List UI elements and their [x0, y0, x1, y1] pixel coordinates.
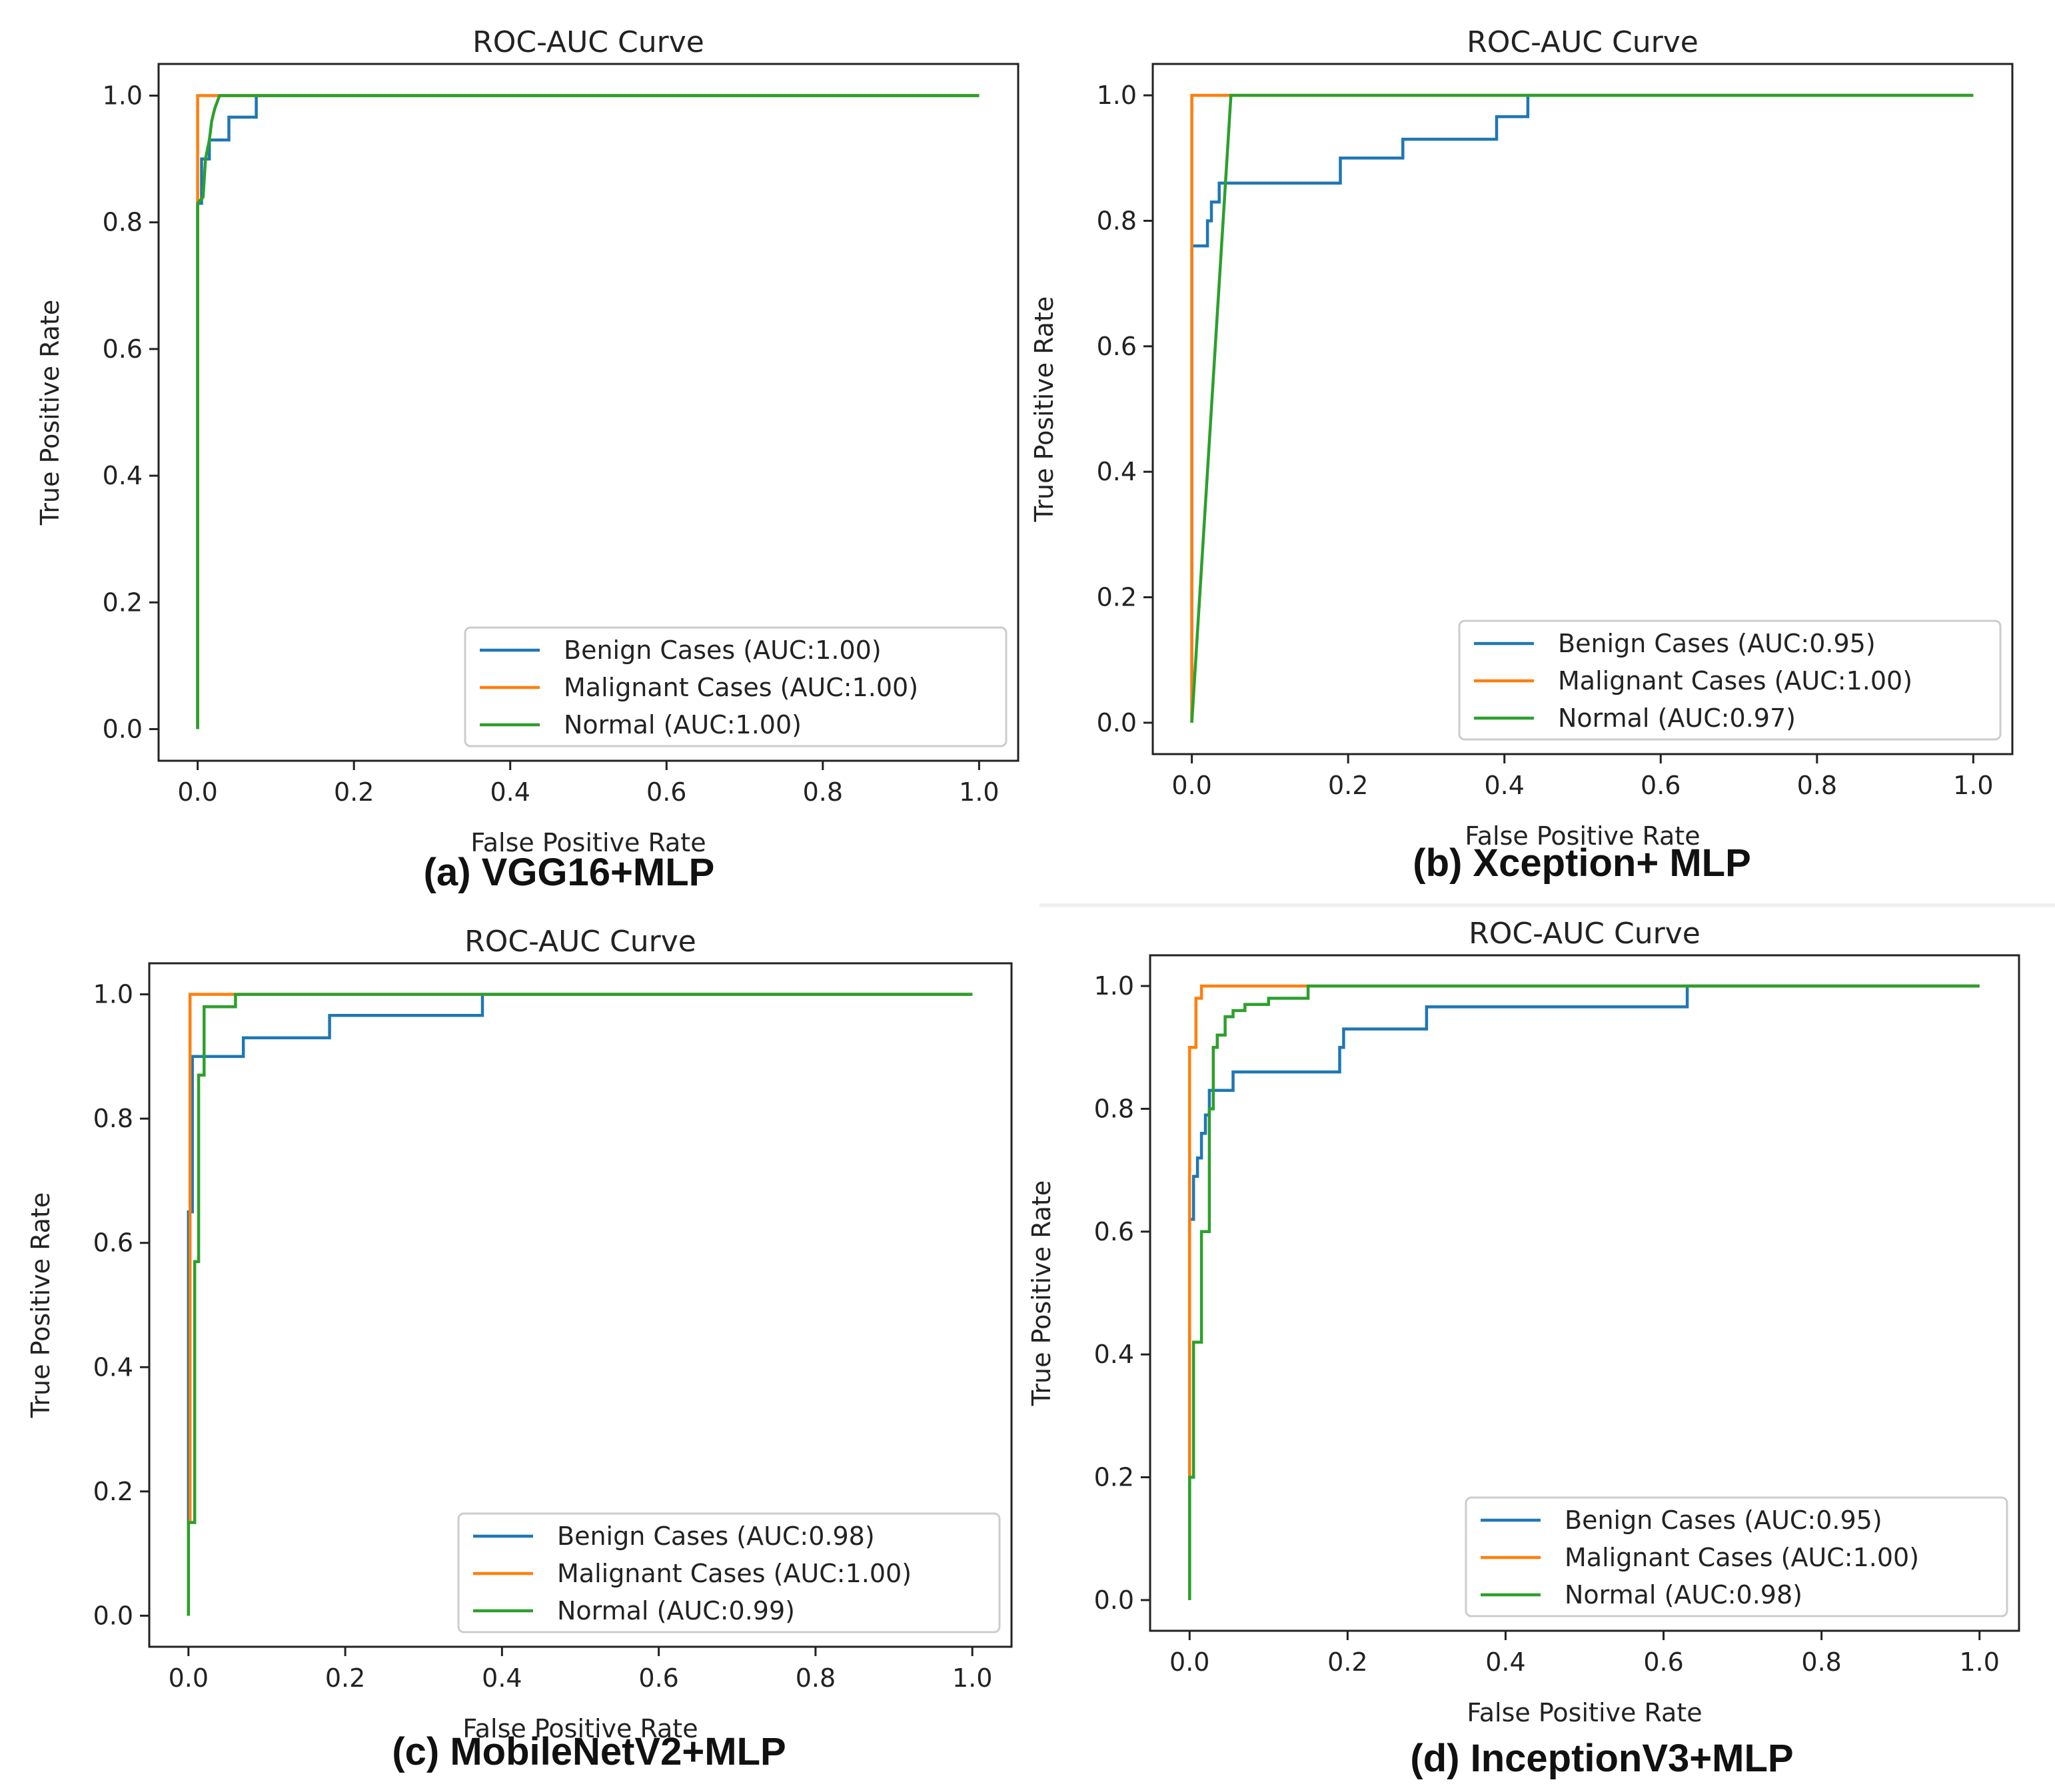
- plot-area: [148, 962, 1013, 1648]
- legend-entry-benign: Benign Cases (AUC:0.95): [1565, 1506, 1882, 1535]
- y-tick-label: 0.6: [103, 334, 143, 364]
- x-tick-label: 0.2: [1327, 1647, 1367, 1677]
- y-tick-label: 0.2: [1097, 583, 1137, 612]
- y-tick-label: 0.2: [103, 588, 143, 617]
- y-tick-label: 0.8: [103, 208, 143, 237]
- x-axis-label: False Positive Rate: [470, 828, 706, 857]
- x-tick-label: 0.6: [638, 1663, 678, 1693]
- x-axis-label: False Positive Rate: [1467, 1698, 1702, 1727]
- series-line-malignant: [1188, 984, 1980, 1600]
- caption-vgg16: (a) VGG16+MLP: [423, 851, 715, 894]
- x-axis-label: False Positive Rate: [1465, 821, 1700, 851]
- legend-box: [1458, 620, 2002, 741]
- caption-xception: (b) Xception+ MLP: [1413, 841, 1751, 885]
- y-tick-label: 0.6: [1097, 332, 1137, 361]
- legend-box: [457, 1512, 1001, 1633]
- y-tick-label: 1.0: [1094, 971, 1134, 1001]
- y-axis-label: True Positive Rate: [1027, 1180, 1056, 1407]
- chart-title: ROC-AUC Curve: [1467, 25, 1699, 59]
- legend-entry-benign: Benign Cases (AUC:0.98): [557, 1522, 875, 1551]
- y-tick-label: 0.0: [1094, 1585, 1134, 1615]
- x-tick-label: 0.0: [169, 1663, 209, 1693]
- x-tick-label: 0.6: [1641, 771, 1681, 800]
- x-tick-label: 0.8: [796, 1663, 836, 1693]
- y-tick-label: 0.4: [93, 1352, 133, 1382]
- y-tick-label: 0.2: [1094, 1463, 1134, 1492]
- caption-inceptionv3: (d) InceptionV3+MLP: [1410, 1737, 1794, 1780]
- x-tick-label: 1.0: [1960, 1647, 2000, 1677]
- series-line-benign: [1190, 93, 1974, 723]
- y-tick-label: 0.4: [1094, 1340, 1134, 1369]
- legend-entry-normal: Normal (AUC:0.98): [1565, 1580, 1802, 1609]
- series-line-normal: [196, 94, 980, 729]
- y-tick-label: 0.6: [1094, 1217, 1134, 1246]
- x-tick-label: 1.0: [952, 1663, 992, 1693]
- x-tick-label: 0.8: [1801, 1647, 1841, 1677]
- legend-entry-benign: Benign Cases (AUC:1.00): [564, 636, 882, 665]
- y-tick-label: 0.0: [1097, 708, 1137, 737]
- y-tick-label: 0.8: [1094, 1094, 1134, 1123]
- x-tick-label: 0.2: [325, 1663, 365, 1693]
- legend-entry-normal: Normal (AUC:0.97): [1558, 703, 1796, 733]
- x-tick-label: 0.4: [1485, 1647, 1525, 1677]
- legend-box: [464, 626, 1008, 747]
- y-axis-label: True Positive Rate: [35, 300, 65, 526]
- legend-entry-normal: Normal (AUC:1.00): [564, 710, 802, 739]
- y-tick-label: 1.0: [1097, 81, 1137, 110]
- series-line-normal: [1188, 984, 1980, 1600]
- series-line-benign: [1188, 984, 1980, 1600]
- x-tick-label: 0.6: [646, 777, 686, 807]
- series-line-normal: [187, 993, 973, 1616]
- plot-area: [1149, 954, 2020, 1632]
- y-tick-label: 1.0: [103, 81, 143, 111]
- x-tick-label: 0.0: [1169, 1647, 1209, 1677]
- plot-area: [1151, 63, 2014, 755]
- x-axis-label: False Positive Rate: [462, 1714, 698, 1743]
- caption-mobilenetv2: (c) MobileNetV2+MLP: [392, 1730, 786, 1773]
- y-tick-label: 0.4: [1097, 457, 1137, 486]
- y-tick-label: 0.0: [103, 714, 143, 743]
- y-axis-label: True Positive Rate: [1029, 296, 1059, 523]
- x-tick-label: 1.0: [1953, 771, 1993, 800]
- legend-entry-malignant: Malignant Cases (AUC:1.00): [564, 673, 918, 702]
- y-tick-label: 1.0: [93, 980, 133, 1009]
- x-tick-label: 0.2: [334, 777, 374, 807]
- chart-title: ROC-AUC Curve: [464, 925, 696, 959]
- x-tick-label: 0.4: [490, 777, 530, 807]
- roc-chart-inceptionv3: ROC-AUC Curve False Positive Rate True P…: [1027, 917, 2020, 1727]
- y-axis-label: True Positive Rate: [26, 1192, 55, 1419]
- plot-area: [157, 63, 1020, 762]
- y-tick-label: 0.4: [103, 461, 143, 490]
- y-tick-label: 0.8: [1097, 206, 1137, 235]
- x-tick-label: 0.0: [1171, 771, 1211, 800]
- x-tick-label: 0.8: [1797, 771, 1837, 800]
- chart-title: ROC-AUC Curve: [1469, 917, 1701, 951]
- x-tick-label: 0.0: [177, 777, 217, 807]
- legend-box: [1465, 1496, 2008, 1617]
- chart-title: ROC-AUC Curve: [472, 25, 704, 59]
- x-tick-label: 0.8: [803, 777, 843, 807]
- roc-chart-vgg16: ROC-AUC Curve False Positive Rate True P…: [35, 25, 1020, 857]
- x-tick-label: 0.6: [1643, 1647, 1683, 1677]
- y-tick-label: 0.6: [93, 1228, 133, 1258]
- y-tick-label: 0.8: [93, 1104, 133, 1133]
- legend-entry-benign: Benign Cases (AUC:0.95): [1558, 629, 1876, 658]
- legend-entry-malignant: Malignant Cases (AUC:1.00): [1565, 1543, 1919, 1572]
- roc-chart-xception: ROC-AUC Curve False Positive Rate True P…: [1029, 25, 2014, 851]
- legend-entry-malignant: Malignant Cases (AUC:1.00): [557, 1559, 912, 1588]
- roc-chart-mobilenetv2: ROC-AUC Curve False Positive Rate True P…: [26, 925, 1013, 1743]
- x-tick-label: 0.4: [482, 1663, 522, 1693]
- x-tick-label: 1.0: [959, 777, 999, 807]
- series-line-normal: [1190, 93, 1974, 723]
- y-tick-label: 0.0: [93, 1601, 133, 1630]
- y-tick-label: 0.2: [93, 1477, 133, 1506]
- legend-entry-normal: Normal (AUC:0.99): [557, 1596, 795, 1625]
- x-tick-label: 0.2: [1328, 771, 1368, 800]
- x-tick-label: 0.4: [1485, 771, 1525, 800]
- legend-entry-malignant: Malignant Cases (AUC:1.00): [1558, 666, 1912, 695]
- panel-divider: [1039, 903, 2055, 907]
